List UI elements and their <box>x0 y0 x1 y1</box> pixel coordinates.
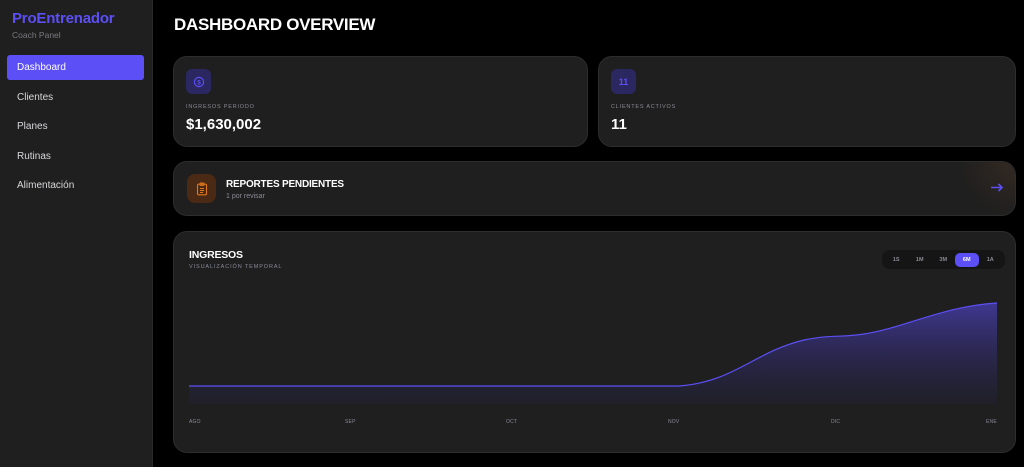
svg-text:$: $ <box>197 79 201 86</box>
stat-label: CLIENTES ACTIVOS <box>611 104 677 110</box>
chart-subtitle: VISUALIZACIÓN TEMPORAL <box>189 264 283 270</box>
sidebar-item-clientes[interactable]: Clientes <box>17 91 54 103</box>
range-6m-button[interactable]: 6M <box>955 252 979 267</box>
chart-line <box>189 302 998 387</box>
x-axis-label: SEP <box>345 419 356 425</box>
card-glow <box>955 162 1015 215</box>
dollar-icon: $ <box>186 69 211 94</box>
income-chart-card: INGRESOS VISUALIZACIÓN TEMPORAL 1S 1M 3M… <box>173 231 1016 453</box>
arrow-right-icon[interactable] <box>989 178 1005 196</box>
range-1m-button[interactable]: 1M <box>915 256 924 263</box>
x-axis-label: ENE <box>986 419 997 425</box>
sidebar: ProEntrenador Coach Panel Dashboard Clie… <box>0 0 153 467</box>
sidebar-item-planes[interactable]: Planes <box>17 121 48 132</box>
stat-value: $1,630,002 <box>186 116 262 133</box>
reports-title: REPORTES PENDIENTES <box>226 179 344 190</box>
range-1s-button[interactable]: 1S <box>892 256 900 263</box>
reports-pending-card[interactable]: REPORTES PENDIENTES 1 por revisar <box>173 161 1016 216</box>
chart-area-fill <box>189 303 997 404</box>
income-area-chart <box>189 302 998 404</box>
chart-title: INGRESOS <box>189 249 243 261</box>
range-3m-button[interactable]: 3M <box>939 256 948 263</box>
brand-subtitle: Coach Panel <box>12 30 61 40</box>
clipboard-icon <box>187 174 216 203</box>
sidebar-item-alimentacion[interactable]: Alimentación <box>17 180 75 191</box>
sidebar-item-rutinas[interactable]: Rutinas <box>17 150 51 162</box>
time-range-selector: 1S 1M 3M 6M 1A <box>881 250 1005 269</box>
sidebar-nav: Dashboard Clientes Planes Rutinas Alimen… <box>7 55 144 203</box>
stat-card-clientes: 11 CLIENTES ACTIVOS 11 <box>598 56 1016 147</box>
stat-value: 11 <box>611 116 627 133</box>
stat-label: INGRESOS PERIODO <box>186 104 255 110</box>
x-axis-label: OCT <box>506 419 518 425</box>
x-axis-label: NOV <box>668 419 680 425</box>
stat-card-ingresos: $ INGRESOS PERIODO $1,630,002 <box>173 56 588 147</box>
x-axis-label: AGO <box>189 419 201 425</box>
reports-subtitle: 1 por revisar <box>226 193 265 200</box>
x-axis-label: DIC <box>831 419 841 425</box>
sidebar-item-dashboard[interactable]: Dashboard <box>7 55 144 80</box>
page-title: DASHBOARD OVERVIEW <box>174 15 376 34</box>
brand-logo: ProEntrenador <box>12 10 115 27</box>
range-1a-button[interactable]: 1A <box>986 256 994 263</box>
client-count-badge: 11 <box>611 69 636 94</box>
